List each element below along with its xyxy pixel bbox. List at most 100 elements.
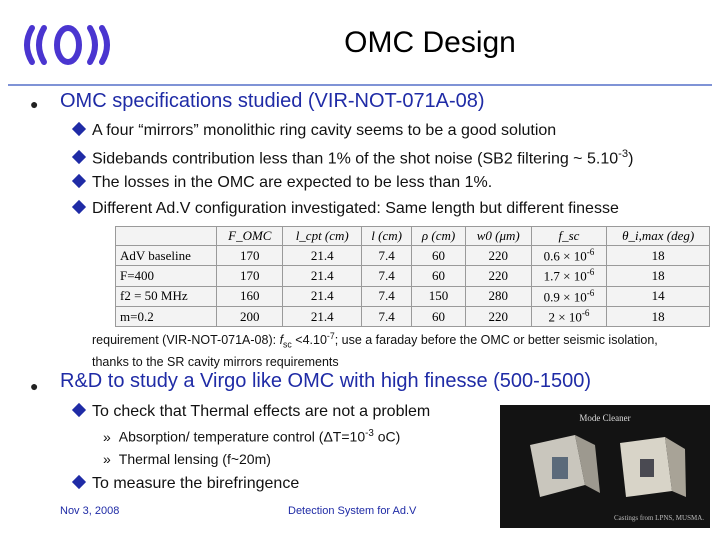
table-cell: 21.4 [282,265,363,287]
sub-bullet-text: Different Ad.V configuration investigate… [92,200,619,217]
table-cell: 220 [464,244,532,267]
sub-bullet-losses: The losses in the OMC are expected to be… [71,173,493,192]
table-cell: 60 [411,265,466,287]
table-header-cell: f_sc [530,226,608,246]
superscript: -3 [618,148,629,160]
table-cell: 18 [606,265,710,287]
table-row: m=0.2 200 21.4 7.4 60 220 2 × 10-6 18 [114,305,710,328]
diamond-bullet-icon [71,402,87,418]
sub-sub-lensing: » Thermal lensing (f~20m) [103,451,271,467]
table-cell: 0.9 × 10-6 [530,285,608,307]
table-cell: 0.6 × 10-6 [530,244,608,267]
mirror-blocks-image [530,435,686,497]
table-cell: m=0.2 [114,305,218,328]
table-cell: 7.4 [361,244,413,267]
table-cell: 14 [606,285,710,307]
table-cell: AdV baseline [114,244,218,267]
raquo-bullet-icon: » [103,428,111,445]
table-cell: 1.7 × 10-6 [530,265,608,287]
table-header-cell: θ_i,max (deg) [606,226,710,246]
footer-date: Nov 3, 2008 [60,505,120,517]
diamond-bullet-icon [71,199,87,215]
title-divider [8,84,712,86]
table-row: AdV baseline 170 21.4 7.4 60 220 0.6 × 1… [114,244,710,267]
table-cell: 220 [464,305,532,328]
sub-bullet-sidebands: Sidebands contribution less than 1% of t… [71,148,634,168]
sub-bullet-text: A four “mirrors” monolithic ring cavity … [92,122,557,139]
table-row: F=400 170 21.4 7.4 60 220 1.7 × 10-6 18 [114,265,710,287]
table-cell: 170 [216,244,284,267]
table-cell: 7.4 [361,305,413,328]
mode-cleaner-photo: Mode Cleaner Castings from LPNS, MUSMA. [500,405,710,528]
sub-sub-absorption: » Absorption/ temperature control (ΔT=10-… [103,428,400,445]
table-cell: 170 [216,265,284,287]
page-title: OMC Design [344,26,516,59]
note-var: f [279,333,284,348]
table-header-cell: F_OMC [216,226,284,246]
diamond-bullet-icon [71,474,87,490]
note-sup: -7 [326,331,335,341]
sub-bullet-ring-cavity: A four “mirrors” monolithic ring cavity … [71,121,557,140]
virgo-logo [24,25,110,65]
photo-credit: Castings from LPNS, MUSMA. [613,514,704,522]
table-cell: 200 [216,305,284,328]
requirement-note: requirement (VIR-NOT-071A-08): fsc <4.10… [92,328,692,371]
table-cell: 2 × 10-6 [530,305,608,328]
exponent: -6 [586,267,595,278]
table-cell: 21.4 [282,305,363,328]
table-cell: 18 [606,244,710,267]
exponent: -6 [586,287,595,298]
mantissa: 0.9 × 10 [543,288,587,304]
sub-bullet-text: The losses in the OMC are expected to be… [92,174,493,191]
note-var-sub: sc [283,339,292,350]
table-cell: f2 = 50 MHz [114,285,218,307]
sub-bullet-configurations: Different Ad.V configuration investigate… [71,199,619,218]
table-header-cell: ρ (cm) [411,226,466,246]
item-tail: oC) [373,428,401,445]
table-header-cell [114,226,218,246]
diamond-bullet-icon [71,121,87,137]
table-row: f2 = 50 MHz 160 21.4 7.4 150 280 0.9 × 1… [114,285,710,307]
bullet-rnd: R&D to study a Virgo like OMC with high … [60,370,591,392]
diamond-bullet-icon [71,173,87,189]
note-mid: <4.10 [291,333,327,348]
table-cell: 60 [411,305,466,328]
item-text: Thermal lensing (f~20m) [118,451,271,467]
raquo-bullet-icon: » [103,451,111,467]
sub-bullet-text: Sidebands contribution less than 1% of t… [92,150,619,168]
note-pre: requirement (VIR-NOT-071A-08): [92,333,280,348]
sub-bullet-tail: ) [628,150,634,168]
item-sup: -3 [365,428,374,439]
table-cell: 280 [464,285,532,307]
mantissa: 0.6 × 10 [543,248,587,264]
exponent: -6 [581,307,590,318]
note-post: ; use a faraday before the OMC or better… [92,333,658,369]
table-cell: 220 [464,265,532,287]
bullet-dot: ● [30,378,39,394]
photo-caption: Mode Cleaner [579,413,631,423]
mantissa: 2 × 10 [548,309,582,325]
diamond-bullet-icon [71,150,87,165]
table-cell: 160 [216,285,284,307]
table-header-cell: l (cm) [361,226,413,246]
bullet-omc-specs: OMC specifications studied (VIR-NOT-071A… [60,90,485,112]
sub-bullet-text: To check that Thermal effects are not a … [92,403,431,420]
footer-title: Detection System for Ad.V [288,505,417,517]
table-cell: 21.4 [282,244,363,267]
sub-bullet-text: To measure the birefringence [92,475,300,492]
bullet-dot: ● [30,96,39,112]
table-cell: 18 [606,305,710,328]
table-cell: 7.4 [361,265,413,287]
table-cell: 21.4 [282,285,363,307]
table-cell: 7.4 [361,285,413,307]
sub-bullet-birefringence: To measure the birefringence [71,474,300,493]
table-header-cell: l_cpt (cm) [282,226,363,246]
omc-config-table: F_OMC l_cpt (cm) l (cm) ρ (cm) w0 (μm) f… [114,226,710,328]
table-header-row: F_OMC l_cpt (cm) l (cm) ρ (cm) w0 (μm) f… [114,226,710,246]
table-cell: 60 [411,244,466,267]
exponent: -6 [586,247,595,257]
table-cell: F=400 [114,265,218,287]
mantissa: 1.7 × 10 [543,268,587,284]
table-cell: 150 [411,285,466,307]
item-text: Absorption/ temperature control (ΔT=10 [118,428,366,445]
